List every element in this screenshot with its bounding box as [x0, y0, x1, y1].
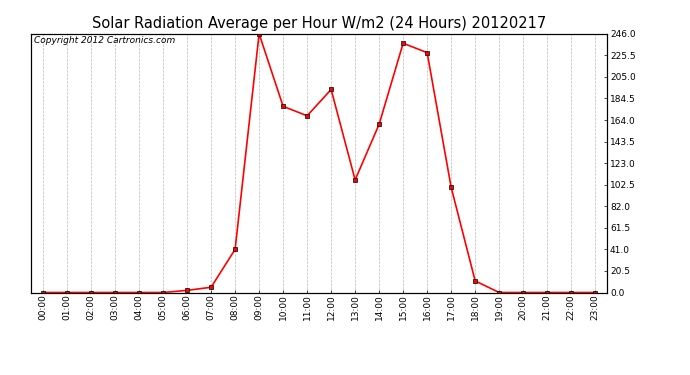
Text: Copyright 2012 Cartronics.com: Copyright 2012 Cartronics.com: [34, 36, 175, 45]
Title: Solar Radiation Average per Hour W/m2 (24 Hours) 20120217: Solar Radiation Average per Hour W/m2 (2…: [92, 16, 546, 31]
